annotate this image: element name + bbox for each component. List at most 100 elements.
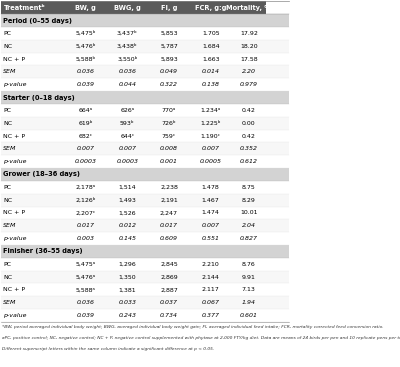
Text: 7.13: 7.13 [242,287,256,292]
Bar [148,296,190,309]
Bar [190,65,232,78]
Text: 664ᵃ: 664ᵃ [78,108,93,113]
Bar [65,40,106,53]
Text: 1,514: 1,514 [118,185,136,190]
Bar [65,1,106,14]
Bar [232,53,266,65]
Bar [65,207,106,219]
Bar [232,130,266,142]
Bar [148,258,190,270]
Text: 0.0003: 0.0003 [74,159,96,164]
Bar [1,283,289,296]
Bar [148,219,190,232]
Bar [148,40,190,53]
Text: 0.067: 0.067 [202,300,220,305]
Text: 2.117: 2.117 [202,287,220,292]
Bar [106,219,148,232]
Text: NC + P: NC + P [4,210,26,215]
Bar [190,78,232,91]
Text: *BW, period averaged individual body weight; BWG, averaged individual body weigh: *BW, period averaged individual body wei… [2,325,384,329]
Text: NC: NC [4,197,12,203]
Bar [232,283,266,296]
Text: 5,588ᵃ: 5,588ᵃ [76,287,96,292]
Text: aPC, positive control; NC, negative control; NC + P, negative control supplement: aPC, positive control; NC, negative cont… [2,336,400,340]
Text: 8.75: 8.75 [242,185,256,190]
Bar [1,40,65,53]
Text: 0.017: 0.017 [76,223,94,228]
Text: 2,869: 2,869 [160,275,178,280]
Text: 2,126ᵇ: 2,126ᵇ [75,197,96,203]
Bar [148,270,190,283]
Text: p-value: p-value [4,159,27,164]
Text: 0.003: 0.003 [76,236,94,241]
Bar [106,53,148,65]
Text: 5,787: 5,787 [160,44,178,49]
Text: 17.92: 17.92 [240,31,258,36]
Bar [1,232,289,245]
Bar [232,142,266,155]
Bar [190,232,232,245]
Bar [190,309,232,322]
Text: Treatmentᵇ: Treatmentᵇ [4,5,45,11]
Bar [1,219,289,232]
Text: NC: NC [4,121,12,126]
Bar [232,65,266,78]
Text: 0.036: 0.036 [76,69,94,75]
Bar [65,296,106,309]
Bar [232,232,266,245]
Text: 1.705: 1.705 [202,31,220,36]
Bar [65,155,106,168]
Text: 682ᶜ: 682ᶜ [78,134,93,138]
Text: 17.58: 17.58 [240,57,258,62]
Text: p-value: p-value [4,82,27,87]
Text: 1.190ᶜ: 1.190ᶜ [201,134,221,138]
Bar [65,270,106,283]
Text: 1,350: 1,350 [118,275,136,280]
Bar [1,130,289,142]
Text: 0.007: 0.007 [202,146,220,151]
Text: 1,296: 1,296 [118,262,136,267]
Bar [1,142,289,155]
Text: 5,853: 5,853 [160,31,178,36]
Bar [1,130,65,142]
Bar [1,168,289,181]
Text: 0.601: 0.601 [240,313,258,318]
Text: 3,438ᵇ: 3,438ᵇ [117,44,138,49]
Bar [65,283,106,296]
Text: 0.352: 0.352 [240,146,258,151]
Bar [1,270,289,283]
Text: 0.0005: 0.0005 [200,159,222,164]
Bar [190,155,232,168]
Text: 0.012: 0.012 [118,223,136,228]
Bar [232,309,266,322]
Text: 0.243: 0.243 [118,313,136,318]
Text: Starter (0–18 days): Starter (0–18 days) [4,95,75,101]
Text: 0.014: 0.014 [202,69,220,75]
Bar [106,1,148,14]
Text: 2,207ᶜ: 2,207ᶜ [76,210,96,215]
Text: SEM: SEM [4,146,17,151]
Text: 10.01: 10.01 [240,210,258,215]
Text: 3,550ᵇ: 3,550ᵇ [117,57,138,62]
Text: 0.609: 0.609 [160,236,178,241]
Bar [1,309,65,322]
Text: 770ᵃ: 770ᵃ [162,108,176,113]
Bar [1,104,289,117]
Text: 0.322: 0.322 [160,82,178,87]
Text: 2,238: 2,238 [160,185,178,190]
Bar [106,232,148,245]
Bar [1,14,289,27]
Bar [65,53,106,65]
Text: 0.039: 0.039 [76,82,94,87]
Text: Period (0–55 days): Period (0–55 days) [4,18,72,23]
Bar [65,78,106,91]
Bar [1,117,65,130]
Text: 9.91: 9.91 [242,275,256,280]
Text: NC + P: NC + P [4,287,26,292]
Bar [190,104,232,117]
Bar [106,130,148,142]
Text: 5,893: 5,893 [160,57,178,62]
Bar [1,309,289,322]
Bar [148,232,190,245]
Bar [1,232,65,245]
